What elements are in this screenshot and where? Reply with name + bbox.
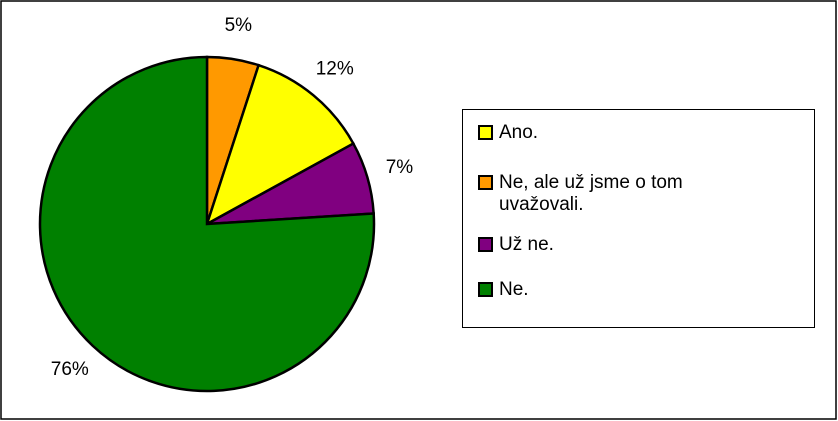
pie-slice: [38, 55, 376, 393]
legend-item: Ne.: [478, 279, 778, 301]
legend-item: Ne, ale už jsme o tom uvažovali.: [478, 172, 768, 216]
legend-swatch: [478, 125, 493, 140]
data-label: 5%: [225, 15, 253, 36]
legend-swatch: [478, 282, 493, 297]
legend-swatch: [478, 237, 493, 252]
data-label: 76%: [51, 359, 89, 380]
legend-swatch: [478, 175, 493, 190]
legend-label: Už ne.: [499, 234, 554, 255]
pie-slice: [204, 63, 356, 227]
legend-label: Ne, ale už jsme o tom uvažovali.: [499, 172, 683, 215]
data-label: 7%: [386, 157, 414, 178]
legend-item: Už ne.: [478, 234, 778, 256]
data-label: 12%: [316, 59, 354, 80]
legend: Ano. Ne, ale už jsme o tom uvažovali. Už n…: [462, 109, 815, 328]
legend-item: Ano.: [478, 122, 778, 144]
legend-label: Ano.: [499, 122, 539, 143]
legend-label: Ne.: [499, 279, 529, 300]
